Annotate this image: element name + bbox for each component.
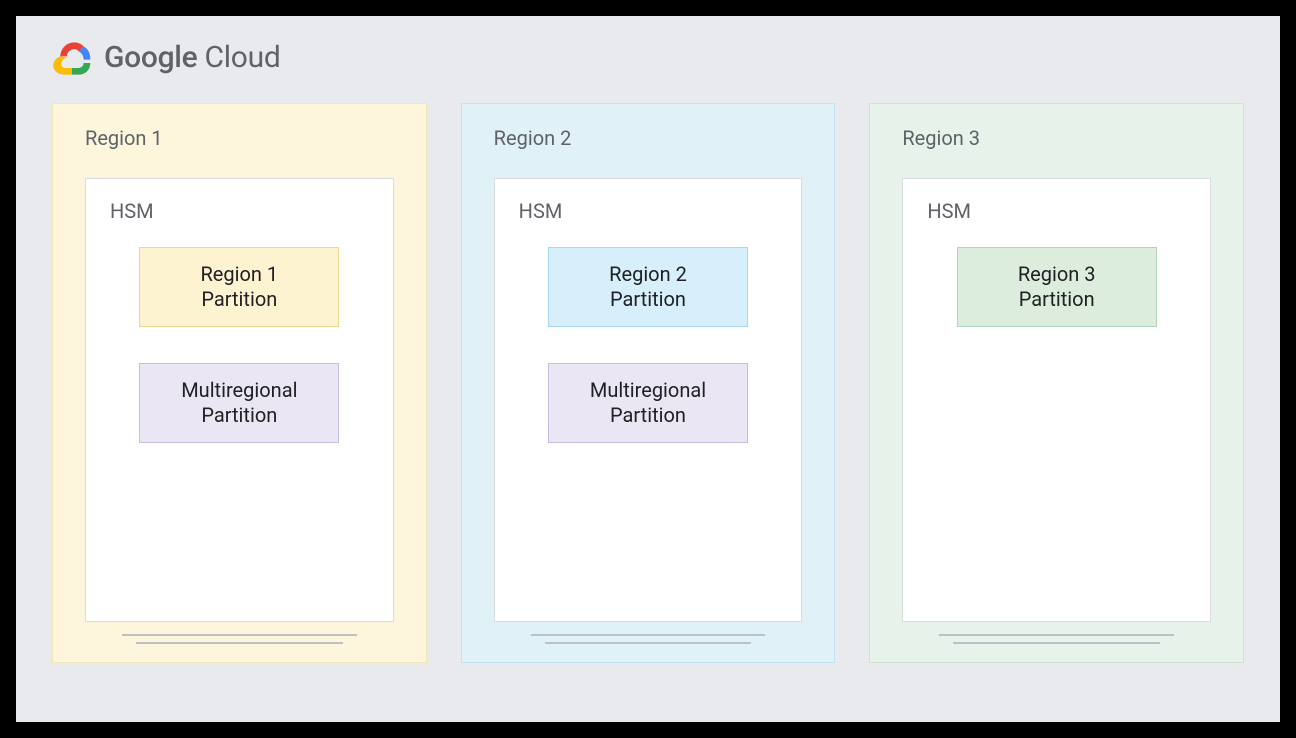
multiregional-partition: MultiregionalPartition <box>139 363 339 443</box>
stack-indicator <box>531 628 766 644</box>
partition-line1: Region 3 <box>1018 262 1096 287</box>
region-label: Region 3 <box>902 126 1211 150</box>
multiregional-partition: MultiregionalPartition <box>548 363 748 443</box>
partition-line1: Region 2 <box>609 262 687 287</box>
region-label: Region 1 <box>85 126 394 150</box>
hsm-box: HSM Region 3Partition <box>902 178 1211 622</box>
partition-line1: Region 1 <box>200 262 278 287</box>
partition-line1: Multiregional <box>590 378 706 403</box>
hsm-label: HSM <box>927 199 1186 223</box>
diagram-canvas: Google Cloud Region 1HSMRegion 1Partitio… <box>16 16 1280 722</box>
hsm-box: HSMRegion 1PartitionMultiregionalPartiti… <box>85 178 394 622</box>
partition-line2: Partition <box>610 403 686 428</box>
regions-row: Region 1HSMRegion 1PartitionMultiregiona… <box>52 103 1244 663</box>
hsm-label: HSM <box>110 199 369 223</box>
hsm-label: HSM <box>519 199 778 223</box>
google-cloud-icon <box>52 41 92 75</box>
region-label: Region 2 <box>494 126 803 150</box>
partition-line2: Partition <box>610 287 686 312</box>
partitions: Region 3Partition <box>927 247 1186 327</box>
partition-line1: Multiregional <box>181 378 297 403</box>
partition-line2: Partition <box>1019 287 1095 312</box>
region-3: Region 3HSMRegion 3Partition <box>869 103 1244 663</box>
partitions: Region 1PartitionMultiregionalPartition <box>110 247 369 443</box>
region-1: Region 1HSMRegion 1PartitionMultiregiona… <box>52 103 427 663</box>
partition-line2: Partition <box>201 403 277 428</box>
brand-google: Google <box>104 40 197 75</box>
partition-line2: Partition <box>201 287 277 312</box>
stack-indicator <box>939 628 1174 644</box>
region-partition: Region 2Partition <box>548 247 748 327</box>
region-partition: Region 3Partition <box>957 247 1157 327</box>
region-partition: Region 1Partition <box>139 247 339 327</box>
partitions: Region 2PartitionMultiregionalPartition <box>519 247 778 443</box>
region-2: Region 2HSMRegion 2PartitionMultiregiona… <box>461 103 836 663</box>
brand-cloud: Cloud <box>197 40 280 75</box>
brand-text: Google Cloud <box>104 40 280 75</box>
brand-header: Google Cloud <box>52 40 1244 75</box>
stack-indicator <box>122 628 357 644</box>
hsm-box: HSMRegion 2PartitionMultiregionalPartiti… <box>494 178 803 622</box>
